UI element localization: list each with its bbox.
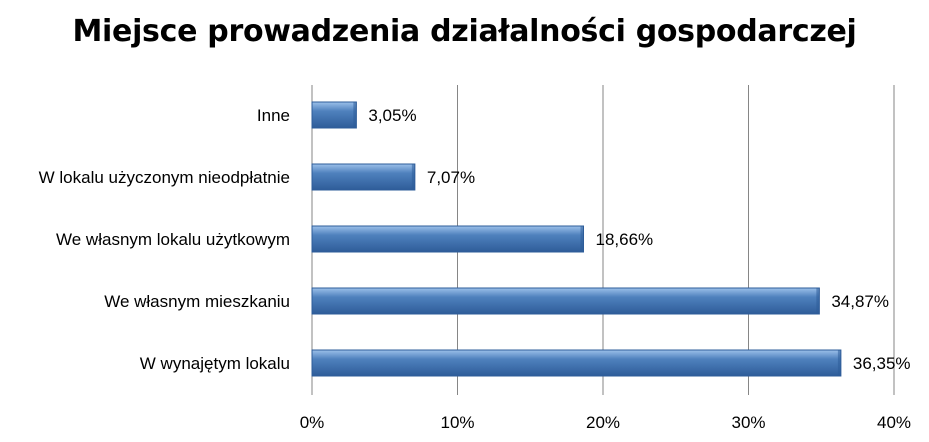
data-label: 7,07%	[427, 168, 475, 187]
x-tick-label: 30%	[731, 413, 765, 432]
category-label: Inne	[257, 106, 290, 125]
bar-end-cap	[353, 102, 357, 128]
bars	[311, 101, 842, 377]
x-tick-label: 40%	[877, 413, 911, 432]
category-labels: Inne W lokalu użyczonym nieodpłatnie We wł…	[39, 106, 290, 373]
data-labels: 3,05% 7,07% 18,66% 34,87% 36,35%	[368, 106, 910, 373]
bar-end-cap	[411, 164, 415, 190]
data-label: 3,05%	[368, 106, 416, 125]
category-label: We własnym lokalu użytkowym	[56, 230, 290, 249]
bar	[311, 349, 842, 377]
chart-title: Miejsce prowadzenia działalności gospoda…	[72, 14, 857, 49]
bar	[311, 163, 416, 191]
x-tick-label: 10%	[440, 413, 474, 432]
bar	[311, 225, 585, 253]
category-label: W wynajętym lokalu	[140, 354, 290, 373]
bar	[311, 287, 820, 315]
x-tick-label: 20%	[586, 413, 620, 432]
x-axis-tick-labels: 0% 10% 20% 30% 40%	[300, 413, 911, 432]
category-label: W lokalu użyczonym nieodpłatnie	[39, 168, 290, 187]
bar-end-cap	[580, 226, 584, 252]
data-label: 18,66%	[596, 230, 654, 249]
data-label: 36,35%	[853, 354, 911, 373]
bar	[311, 101, 357, 129]
category-label: We własnym mieszkaniu	[104, 292, 290, 311]
bar-end-cap	[816, 288, 820, 314]
x-tick-label: 0%	[300, 413, 325, 432]
bar-end-cap	[837, 350, 841, 376]
data-label: 34,87%	[831, 292, 889, 311]
